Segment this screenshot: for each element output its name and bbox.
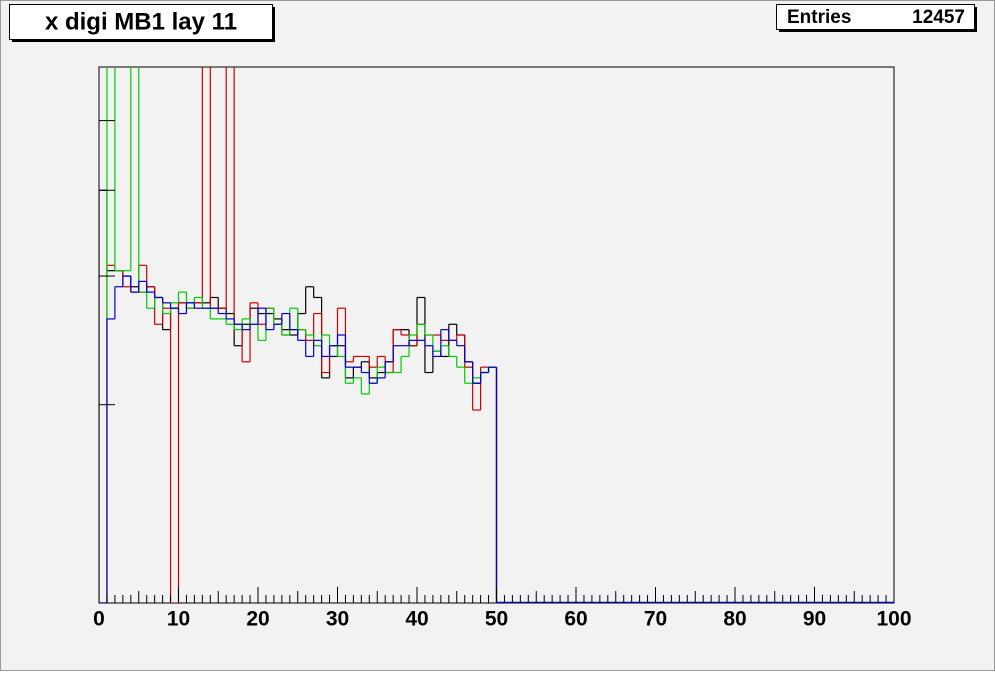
- x-tick-label: 100: [876, 608, 911, 631]
- x-tick-label: 10: [167, 608, 190, 631]
- x-tick-label: 60: [564, 608, 587, 631]
- x-tick-label: 90: [803, 608, 826, 631]
- axes: 0 10 20 30 40 50 60 70 80 90 100: [93, 120, 912, 631]
- stats-label: Entries: [787, 7, 851, 28]
- x-tick-label: 80: [723, 608, 746, 631]
- x-tick-label: 20: [246, 608, 269, 631]
- x-tick-label: 50: [485, 608, 508, 631]
- stats-value: 12457: [912, 7, 965, 28]
- x-tick-label: 40: [405, 608, 428, 631]
- stats-box: [776, 4, 975, 30]
- x-tick-label: 70: [644, 608, 667, 631]
- title-box: [9, 4, 273, 40]
- histograms: [99, 67, 894, 603]
- x-tick-label: 30: [326, 608, 349, 631]
- x-tick-label: 0: [93, 608, 105, 631]
- chart-title: x digi MB1 lay 11: [45, 8, 237, 35]
